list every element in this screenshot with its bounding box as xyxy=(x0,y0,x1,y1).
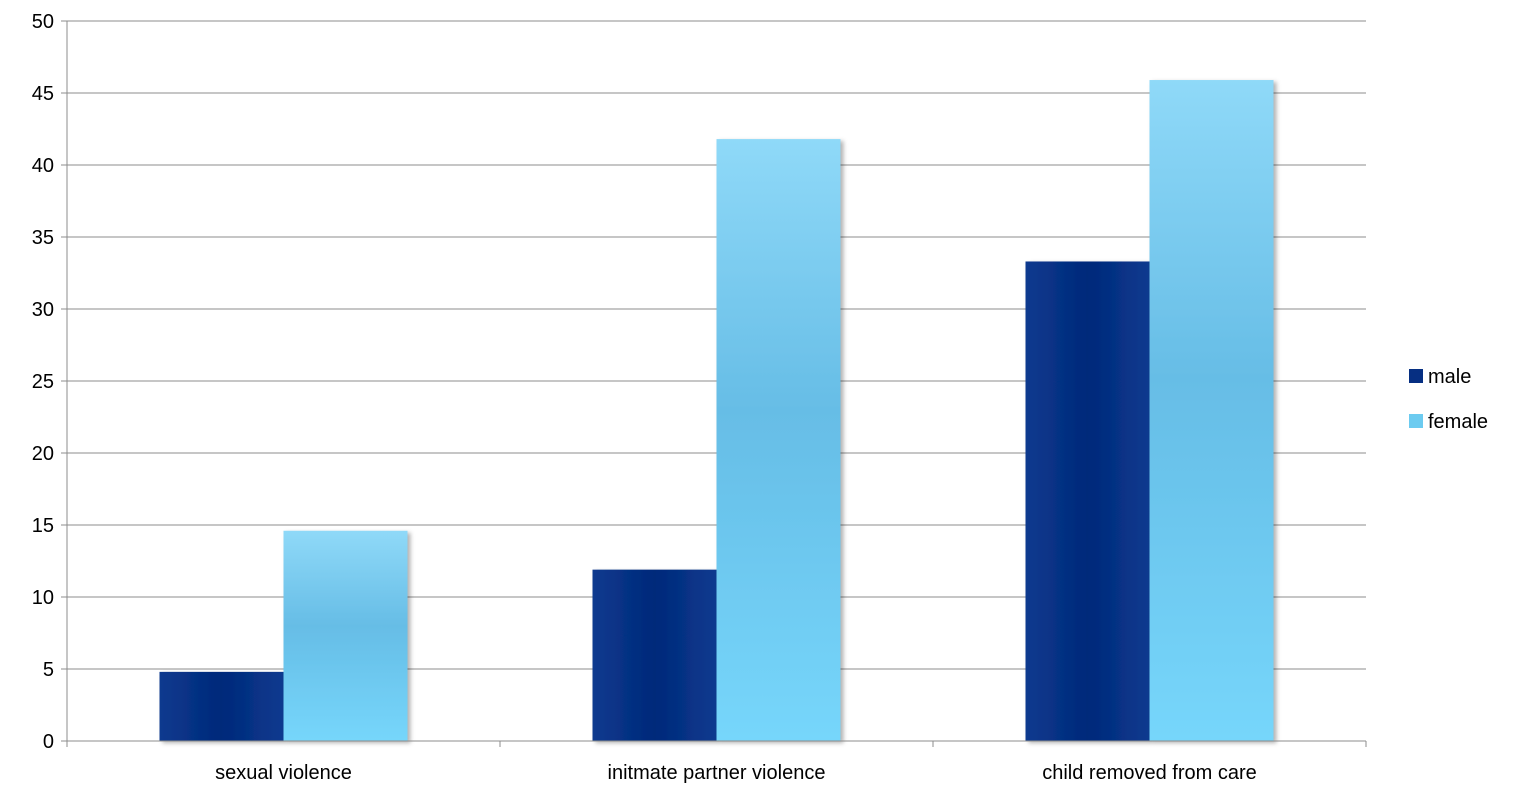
y-tick-label: 10 xyxy=(32,587,54,609)
legend-swatch-female xyxy=(1409,414,1423,428)
legend-swatch-male xyxy=(1409,369,1423,383)
y-tick-label: 45 xyxy=(32,83,54,105)
bar-female-0 xyxy=(283,530,408,741)
y-tick-label: 25 xyxy=(32,371,54,393)
legend: male female xyxy=(1409,366,1488,433)
y-tick-label: 15 xyxy=(32,515,54,537)
y-tick-label: 20 xyxy=(32,443,54,465)
y-tick-label: 30 xyxy=(32,299,54,321)
x-category-label: child removed from care xyxy=(1042,762,1257,784)
y-tick-label: 0 xyxy=(43,731,54,753)
legend-label-male: male xyxy=(1428,366,1471,388)
bar-female-1 xyxy=(716,139,841,741)
bar-male-0 xyxy=(159,671,284,741)
axis-labels: 0 5 10 15 20 25 30 35 40 45 50 sexual violence initm… xyxy=(32,11,1257,784)
x-category-label: initmate partner violence xyxy=(608,762,826,784)
bars xyxy=(159,80,1274,742)
legend-label-female: female xyxy=(1428,411,1488,433)
x-category-label: sexual violence xyxy=(215,762,352,784)
y-tick-label: 35 xyxy=(32,227,54,249)
bar-female-2 xyxy=(1149,80,1274,742)
y-tick-label: 40 xyxy=(32,155,54,177)
axes xyxy=(61,20,1367,747)
y-tick-label: 50 xyxy=(32,11,54,33)
y-tick-label: 5 xyxy=(43,659,54,681)
bar-male-1 xyxy=(592,569,717,741)
bar-male-2 xyxy=(1025,261,1150,741)
